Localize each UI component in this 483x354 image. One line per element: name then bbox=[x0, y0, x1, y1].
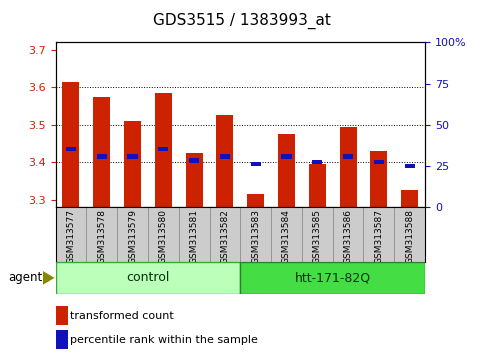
Bar bbox=[240, 262, 425, 294]
Text: GSM313585: GSM313585 bbox=[313, 209, 322, 264]
Bar bbox=[56, 306, 68, 325]
Bar bbox=[240, 207, 271, 262]
Bar bbox=[271, 207, 302, 262]
Bar bbox=[247, 194, 264, 207]
Bar bbox=[278, 134, 295, 207]
Polygon shape bbox=[43, 271, 55, 285]
Bar bbox=[370, 151, 387, 207]
Text: percentile rank within the sample: percentile rank within the sample bbox=[70, 335, 257, 345]
Bar bbox=[401, 190, 418, 207]
Bar bbox=[158, 147, 169, 152]
Bar bbox=[210, 207, 240, 262]
Text: GSM313577: GSM313577 bbox=[67, 209, 75, 264]
Bar bbox=[128, 154, 138, 159]
Text: control: control bbox=[126, 272, 170, 284]
Bar bbox=[56, 330, 68, 349]
Bar bbox=[251, 162, 261, 166]
Bar bbox=[117, 207, 148, 262]
Bar bbox=[282, 154, 292, 159]
Bar bbox=[185, 153, 202, 207]
Bar bbox=[216, 115, 233, 207]
Text: GSM313583: GSM313583 bbox=[251, 209, 260, 264]
Bar bbox=[394, 207, 425, 262]
Bar bbox=[56, 207, 86, 262]
Bar bbox=[374, 160, 384, 165]
Text: GSM313579: GSM313579 bbox=[128, 209, 137, 264]
Text: agent: agent bbox=[9, 272, 43, 284]
Bar bbox=[405, 164, 415, 168]
Text: GSM313582: GSM313582 bbox=[220, 209, 229, 264]
Bar bbox=[66, 147, 76, 152]
Text: GSM313581: GSM313581 bbox=[190, 209, 199, 264]
Bar bbox=[343, 154, 353, 159]
Text: GDS3515 / 1383993_at: GDS3515 / 1383993_at bbox=[153, 12, 330, 29]
Text: GSM313578: GSM313578 bbox=[97, 209, 106, 264]
Text: GSM313587: GSM313587 bbox=[374, 209, 384, 264]
Text: GSM313580: GSM313580 bbox=[159, 209, 168, 264]
Text: htt-171-82Q: htt-171-82Q bbox=[295, 272, 371, 284]
Bar bbox=[220, 154, 230, 159]
Text: GSM313586: GSM313586 bbox=[343, 209, 353, 264]
Bar bbox=[148, 207, 179, 262]
Text: GSM313588: GSM313588 bbox=[405, 209, 414, 264]
Bar bbox=[155, 93, 172, 207]
Bar bbox=[124, 121, 141, 207]
Bar bbox=[56, 262, 241, 294]
Bar bbox=[309, 164, 326, 207]
Bar bbox=[312, 160, 322, 165]
Bar bbox=[93, 97, 110, 207]
Text: transformed count: transformed count bbox=[70, 310, 173, 321]
Bar bbox=[62, 82, 79, 207]
Bar bbox=[302, 207, 333, 262]
Bar bbox=[86, 207, 117, 262]
Bar bbox=[97, 154, 107, 159]
Bar bbox=[340, 127, 356, 207]
Bar bbox=[189, 158, 199, 162]
Bar bbox=[179, 207, 210, 262]
Text: GSM313584: GSM313584 bbox=[282, 209, 291, 264]
Bar bbox=[333, 207, 364, 262]
Bar bbox=[364, 207, 394, 262]
